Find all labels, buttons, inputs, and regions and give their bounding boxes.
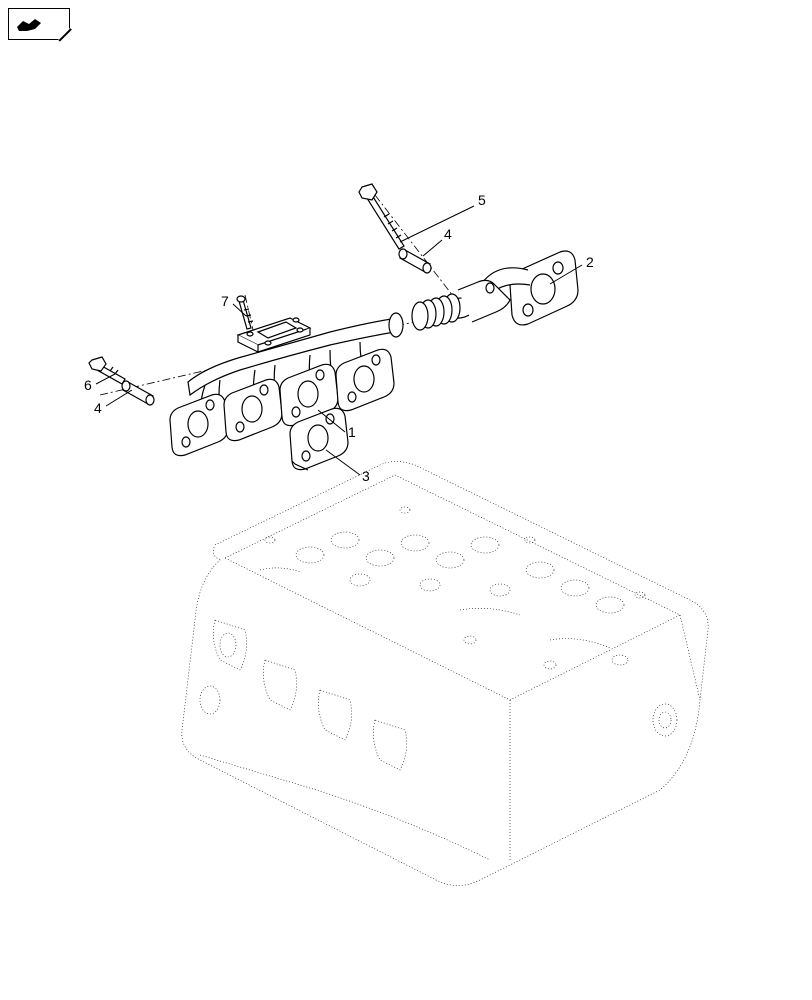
- callout-3: 3: [362, 468, 370, 484]
- part-manifold-rear: [412, 251, 578, 330]
- axis-line-stud5: [375, 195, 460, 305]
- part-manifold-front: [170, 313, 403, 456]
- part-stud-7: [237, 296, 253, 329]
- callout-7: 7: [221, 293, 229, 309]
- callout-5: 5: [478, 192, 486, 208]
- part-stud-long: [359, 184, 404, 249]
- callout-1: 1: [348, 424, 356, 440]
- callout-4b: 4: [94, 400, 102, 416]
- callout-6: 6: [84, 377, 92, 393]
- cylinder-head-ghost: [182, 462, 708, 886]
- callout-4a: 4: [444, 226, 452, 242]
- part-stud-short: [89, 357, 125, 384]
- exploded-diagram: [0, 0, 812, 1000]
- callout-2: 2: [586, 254, 594, 270]
